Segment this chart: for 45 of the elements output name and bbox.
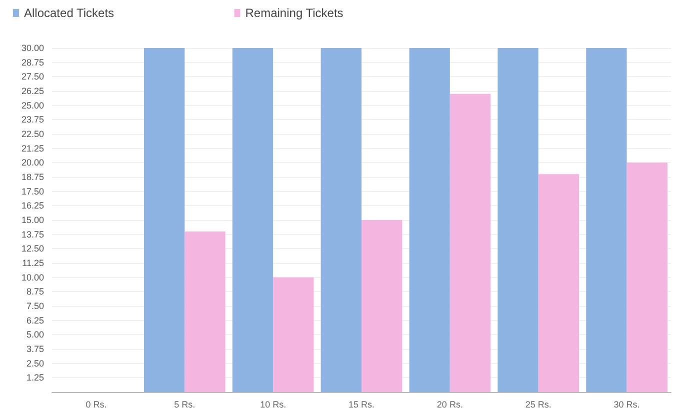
- y-tick-label: 16.25: [21, 200, 44, 211]
- x-tick-label: 15 Rs.: [348, 400, 375, 410]
- y-tick-label: 6.25: [26, 315, 44, 326]
- x-tick-label: 25 Rs.: [525, 400, 552, 410]
- bar: [498, 48, 538, 392]
- legend-label: Remaining Tickets: [245, 6, 344, 20]
- y-tick-label: 10.00: [21, 272, 44, 282]
- bar: [362, 220, 402, 392]
- bar: [538, 174, 580, 392]
- y-tick-label: 28.75: [21, 57, 44, 68]
- bar: [232, 48, 274, 392]
- y-tick-label: 30.00: [21, 43, 44, 53]
- x-tick-label: 10 Rs.: [260, 400, 286, 410]
- bar: [586, 48, 627, 392]
- y-tick-label: 18.75: [21, 172, 44, 182]
- bar: [450, 94, 491, 392]
- y-tick-label: 7.50: [26, 301, 44, 311]
- y-tick-label: 1.25: [26, 372, 44, 383]
- y-tick-label: 5.00: [26, 330, 44, 340]
- bar: [626, 162, 668, 392]
- y-tick-label: 11.25: [22, 258, 44, 268]
- y-tick-label: 25.00: [21, 100, 44, 110]
- legend-label: Allocated Tickets: [24, 6, 114, 20]
- y-tick-label: 22.50: [21, 129, 44, 139]
- y-tick-label: 2.50: [26, 358, 44, 368]
- bar: [184, 231, 226, 392]
- bar: [273, 277, 314, 392]
- y-tick-label: 21.25: [21, 143, 44, 154]
- bar: [320, 48, 362, 392]
- y-tick-label: 15.00: [21, 215, 44, 225]
- y-tick-label: 17.50: [21, 186, 44, 196]
- y-tick-label: 20.00: [21, 158, 44, 168]
- y-tick-label: 23.75: [21, 114, 44, 125]
- x-tick-label: 0 Rs.: [86, 400, 107, 410]
- bar: [144, 48, 185, 392]
- y-tick-label: 27.50: [21, 72, 44, 82]
- y-tick-label: 13.75: [21, 229, 44, 240]
- y-tick-label: 26.25: [21, 86, 44, 96]
- y-tick-label: 3.75: [26, 344, 44, 354]
- x-tick-label: 5 Rs.: [174, 400, 196, 410]
- x-tick-label: 20 Rs.: [436, 400, 463, 410]
- y-tick-label: 8.75: [26, 286, 44, 297]
- bar: [409, 48, 450, 392]
- x-tick-label: 30 Rs.: [614, 400, 640, 410]
- y-tick-label: 12.50: [21, 244, 44, 254]
